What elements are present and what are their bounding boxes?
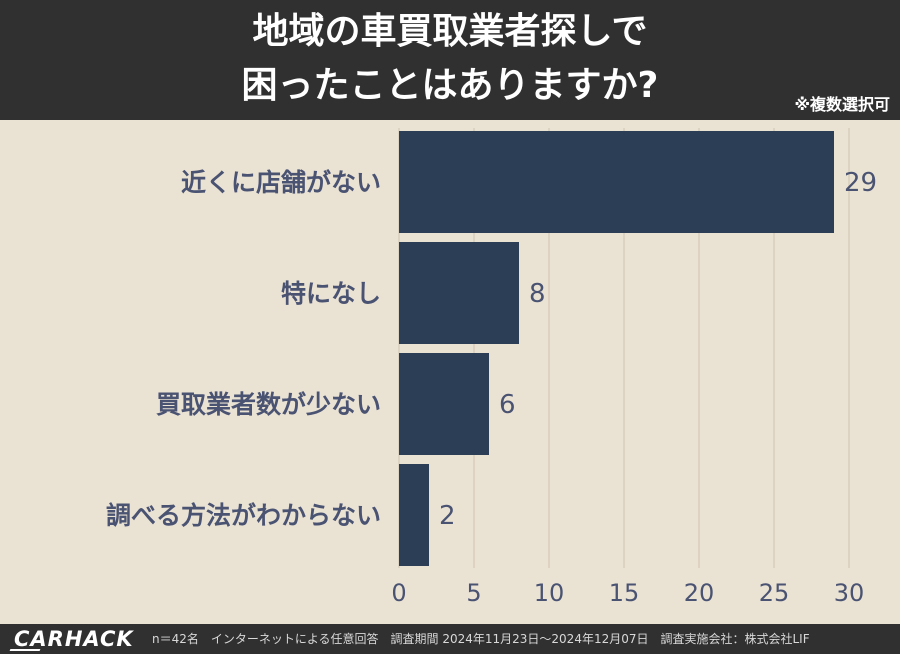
survey-footnote: n＝42名 インターネットによる任意回答 調査期間 2024年11月23日〜20… [152,632,810,646]
header: 地域の車買取業者探しで 困ったことはありますか? ※複数選択可 [0,0,900,120]
value-label-3: 2 [439,501,456,531]
logo-underline [9,649,41,651]
x-tick-label-15: 15 [609,579,640,607]
carhack-logo: CARHACK [14,627,134,651]
footer: CARHACK n＝42名 インターネットによる任意回答 調査期間 2024年1… [0,624,900,654]
x-tick-label-30: 30 [834,579,865,607]
multiple-choice-note: ※複数選択可 [794,95,890,114]
title-line-2: 困ったことはありますか? [241,65,659,106]
bar-2 [399,353,489,455]
category-label-2: 買取業者数が少ない [156,390,381,419]
value-label-0: 29 [844,168,877,198]
x-tick-label-10: 10 [534,579,565,607]
category-label-1: 特になし [281,279,381,308]
title-line-1: 地域の車買取業者探しで [252,11,648,52]
value-label-2: 6 [499,390,516,420]
category-label-0: 近くに店舗がない [181,168,381,197]
bar-3 [399,464,429,566]
bar-1 [399,242,519,344]
chart-panel: 29 近くに店舗がない 8 特になし 6 買取業者数が少ない 2 調べる方法がわからない 0 5 1… [0,120,900,624]
x-tick-label-25: 25 [759,579,790,607]
category-label-3: 調べる方法がわからない [106,501,381,530]
bar-chart: 29 近くに店舗がない 8 特になし 6 買取業者数が少ない 2 調べる方法がわからない 0 5 1… [106,128,877,607]
x-tick-label-5: 5 [466,579,481,607]
x-tick-label-20: 20 [684,579,715,607]
value-label-1: 8 [529,279,546,309]
bar-0 [399,131,834,233]
x-tick-label-0: 0 [391,579,406,607]
